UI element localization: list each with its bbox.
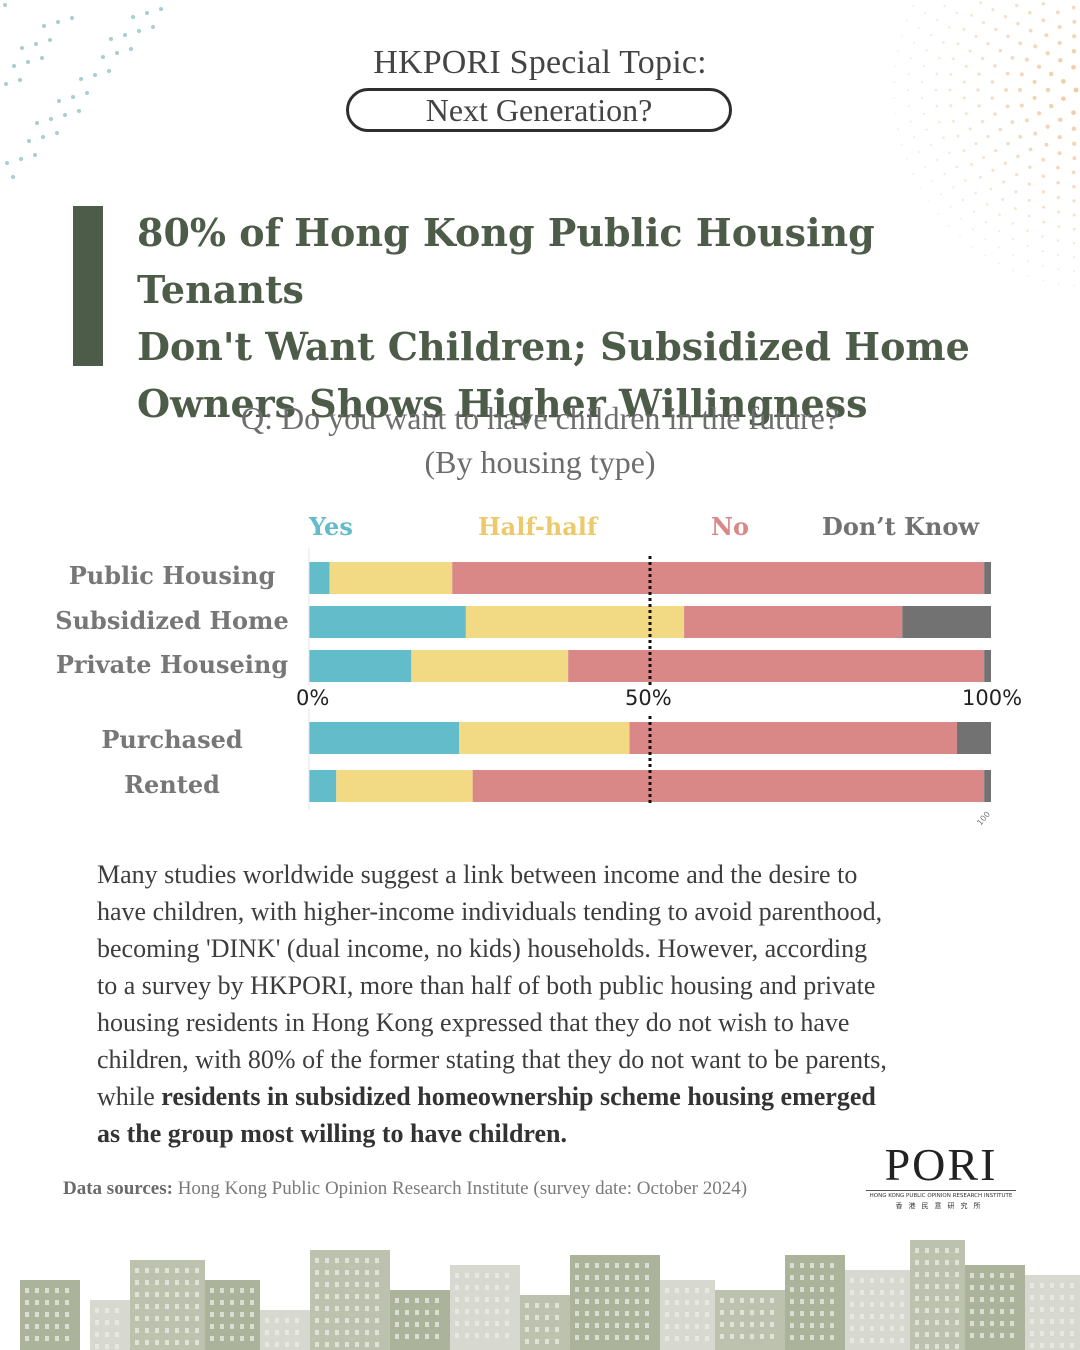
legend-half-half: Half-half: [478, 512, 598, 541]
city-skyline-decoration: [20, 1240, 1080, 1350]
row-label-subsidized-home: Subsidized Home: [55, 606, 289, 635]
body-line-2: have children, with higher-income indivi…: [97, 897, 883, 926]
logo-chinese: 香港民意研究所: [895, 1202, 987, 1210]
x-tick-100: 100%: [962, 686, 1023, 710]
row-label-public-housing: Public Housing: [68, 561, 276, 590]
body-line-7-plain: while: [97, 1082, 162, 1111]
bar-segment-subsidized-home-half-half: [465, 606, 685, 638]
x-tick-50: 50%: [625, 686, 672, 710]
body-line-8: as the group most willing to have childr…: [97, 1115, 997, 1152]
body-line-3: becoming 'DINK' (dual income, no kids) h…: [97, 934, 868, 963]
bar-segment-private-houseing-dont-know: [984, 650, 991, 682]
bar-segment-public-housing-dont-know: [984, 562, 991, 594]
bar-segment-rented-half-half: [336, 770, 473, 802]
row-label-purchased: Purchased: [101, 725, 243, 754]
headline: 80% of Hong Kong Public Housing Tenants …: [137, 204, 1037, 432]
bar-segment-rented-dont-know: [984, 770, 991, 802]
bar-segment-public-housing-no: [452, 562, 985, 594]
logo-wordmark: PORI: [884, 1139, 998, 1190]
bar-segment-rented-yes: [309, 770, 337, 802]
bar-segment-private-houseing-no: [568, 650, 985, 682]
headline-line-2: Don't Want Children; Subsidized Home: [137, 324, 970, 369]
topic-pill: Next Generation?: [346, 88, 732, 132]
question-line-1: Q: Do you want to have children in the f…: [240, 400, 840, 436]
legend-no: No: [711, 512, 749, 541]
row-label-private-housing: Private Houseing: [55, 650, 289, 679]
headline-line-3: Owners Shows Higher Willingness: [137, 381, 868, 426]
title-accent-bar: [73, 206, 103, 366]
body-line-1: Many studies worldwide suggest a link be…: [97, 860, 858, 889]
bar-segment-subsidized-home-no: [684, 606, 903, 638]
body-line-7-bold: residents in subsidized homeownership sc…: [161, 1082, 876, 1111]
row-label-rented: Rented: [124, 770, 220, 799]
data-source-text: Hong Kong Public Opinion Research Instit…: [172, 1178, 748, 1199]
logo-subtitle: HONG KONG PUBLIC OPINION RESEARCH INSTIT…: [866, 1190, 1016, 1199]
bar-segment-rented-no: [472, 770, 985, 802]
body-line-4: to a survey by HKPORI, more than half of…: [97, 971, 876, 1000]
legend-yes: Yes: [309, 512, 353, 541]
data-source: Data sources: Hong Kong Public Opinion R…: [63, 1178, 747, 1200]
data-source-label: Data sources:: [63, 1178, 173, 1199]
decorative-dots-left: [3, 3, 163, 179]
bar-segment-purchased-no: [629, 722, 957, 754]
body-line-7: while residents in subsidized homeowners…: [97, 1078, 997, 1115]
stacked-bar-chart: [308, 548, 991, 810]
decorative-dots-right: [893, 1, 1079, 287]
bar-segment-purchased-yes: [309, 722, 460, 754]
body-line-5: housing residents in Hong Kong expressed…: [97, 1008, 850, 1037]
bar-segment-subsidized-home-yes: [309, 606, 466, 638]
bar-segment-private-houseing-yes: [309, 650, 412, 682]
bar-segment-purchased-half-half: [459, 722, 630, 754]
survey-question: Q: Do you want to have children in the f…: [0, 396, 1080, 484]
topic-label: HKPORI Special Topic:: [373, 44, 707, 81]
legend-dont-know: Don’t Know: [822, 512, 980, 541]
body-line-8-bold: as the group most willing to have childr…: [97, 1119, 567, 1148]
body-line-6: children, with 80% of the former stating…: [97, 1045, 887, 1074]
bar-segment-public-housing-yes: [309, 562, 330, 594]
bar-segment-private-houseing-half-half: [411, 650, 569, 682]
x-tick-0: 0%: [296, 686, 330, 710]
bar-segment-purchased-dont-know: [956, 722, 991, 754]
bar-segment-public-housing-half-half: [329, 562, 453, 594]
body-paragraph: Many studies worldwide suggest a link be…: [97, 856, 997, 1152]
bar-segment-subsidized-home-dont-know: [902, 606, 991, 638]
headline-line-1: 80% of Hong Kong Public Housing Tenants: [137, 210, 875, 312]
pori-logo: PORI HONG KONG PUBLIC OPINION RESEARCH I…: [866, 1140, 1016, 1211]
question-line-2: (By housing type): [424, 444, 656, 480]
